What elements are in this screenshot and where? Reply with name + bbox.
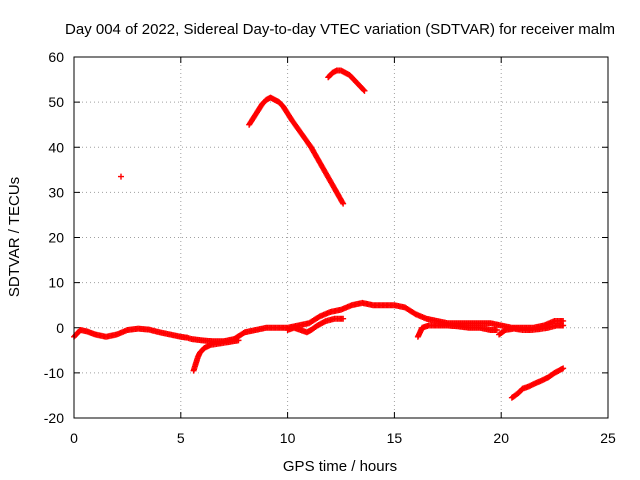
y-tick-label: -10 bbox=[44, 365, 64, 381]
data-point-descending-track-late bbox=[560, 365, 567, 372]
data-point-baseline-track-e bbox=[560, 322, 567, 329]
data-point-arc-peak-57 bbox=[360, 86, 367, 93]
x-tick-label: 25 bbox=[600, 430, 616, 446]
y-axis-label: SDTVAR / TECUs bbox=[6, 177, 23, 297]
plot-frame bbox=[73, 56, 609, 419]
y-tick-label: 50 bbox=[48, 94, 64, 110]
chart-title: Day 004 of 2022, Sidereal Day-to-day VTE… bbox=[65, 21, 615, 38]
x-tick-label: 15 bbox=[387, 430, 403, 446]
data-point-arc-peak-57 bbox=[361, 87, 368, 94]
data-point-arc-peak-51 bbox=[339, 199, 346, 206]
y-tick-label: 10 bbox=[48, 275, 64, 291]
y-tick-label: -20 bbox=[44, 410, 64, 426]
x-tick-label: 20 bbox=[493, 430, 509, 446]
x-tick-label: 10 bbox=[280, 430, 296, 446]
y-tick-label: 0 bbox=[56, 320, 64, 336]
axis-ticks: 0 5 10 15 20 25 -20 -10 0 10 20 30 40 50 60 bbox=[44, 49, 616, 446]
y-tick-label: 30 bbox=[48, 184, 64, 200]
data-point-baseline-track-b bbox=[235, 337, 242, 344]
y-tick-label: 20 bbox=[48, 230, 64, 246]
data-points bbox=[71, 67, 567, 401]
y-tick-label: 40 bbox=[48, 139, 64, 155]
data-point-isolated-point bbox=[117, 173, 124, 180]
data-point-baseline-track-c bbox=[340, 315, 347, 322]
y-tick-label: 60 bbox=[48, 49, 64, 65]
x-axis-label: GPS time / hours bbox=[283, 458, 397, 475]
data-point-arc-peak-51 bbox=[340, 200, 347, 207]
data-point-baseline-track-d bbox=[493, 327, 500, 334]
x-tick-label: 0 bbox=[70, 430, 78, 446]
x-tick-label: 5 bbox=[177, 430, 185, 446]
